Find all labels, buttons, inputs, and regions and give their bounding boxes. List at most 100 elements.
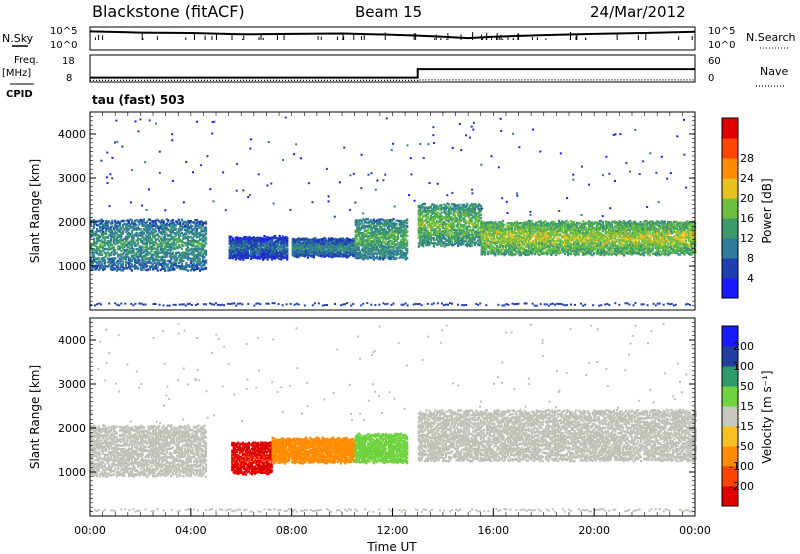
scatter-cell	[185, 264, 188, 267]
scatter-cell	[261, 243, 265, 246]
scatter-cell	[277, 245, 280, 249]
scatter-cell	[96, 264, 99, 267]
scatter-cell	[123, 255, 126, 258]
scatter-cell	[368, 247, 371, 251]
scatter-cell	[352, 239, 355, 242]
scatter-cell	[446, 216, 449, 219]
scatter-cell	[263, 241, 266, 244]
scatter-cell	[482, 241, 485, 245]
scatter-cell	[141, 245, 144, 248]
scatter-cell	[246, 250, 249, 253]
scatter-cell	[194, 224, 197, 227]
scatter-cell	[395, 236, 398, 240]
scatter-cell	[374, 220, 377, 223]
scatter-cell	[255, 243, 259, 246]
scatter-cell	[394, 252, 397, 256]
scatter-cell	[109, 225, 112, 229]
scatter-cell	[141, 263, 144, 267]
scatter-cell	[255, 241, 259, 244]
scatter-cell	[464, 214, 467, 218]
scatter-cell	[149, 268, 152, 271]
scatter-cell	[102, 244, 105, 247]
scatter-cell	[466, 233, 469, 236]
scatter-cell	[324, 250, 328, 253]
scatter-cell	[195, 255, 199, 258]
scatter-cell	[269, 238, 272, 242]
scatter-cell	[406, 244, 409, 247]
scatter-cell	[448, 220, 451, 223]
scatter-cell	[401, 236, 404, 240]
scatter-cell	[366, 239, 369, 242]
scatter-cell	[417, 236, 420, 239]
scatter-cell	[444, 237, 448, 241]
scatter-cell	[381, 218, 385, 222]
scatter-cell	[343, 238, 346, 242]
scatter-cell	[397, 232, 400, 236]
scatter-cell	[461, 225, 464, 228]
scatter-cell	[174, 220, 177, 223]
scatter-cell	[362, 231, 365, 235]
nsky-series-line	[89, 30, 696, 40]
scatter-cell	[115, 239, 118, 243]
scatter-cell	[466, 228, 469, 232]
scatter-cell	[139, 261, 143, 264]
scatter-cell	[277, 241, 280, 245]
scatter-cell	[503, 253, 506, 257]
scatter-cell	[130, 255, 133, 259]
scatter-cell	[111, 258, 114, 261]
scatter-cell	[340, 238, 343, 242]
scatter-cell	[389, 249, 392, 252]
scatter-cell	[147, 227, 150, 230]
scatter-cell	[441, 230, 445, 233]
scatter-cell	[473, 207, 476, 211]
scatter-cell	[266, 256, 269, 259]
scatter-cell	[173, 228, 176, 231]
scatter-cell	[406, 218, 409, 221]
scatter-cell	[294, 239, 297, 242]
scatter-cell	[472, 241, 475, 244]
scatter-cell	[343, 248, 346, 251]
scatter-cell	[451, 226, 454, 230]
scatter-cell	[257, 247, 260, 250]
scatter-cell	[233, 245, 236, 248]
scatter-cell	[263, 247, 266, 251]
scatter-cell	[340, 252, 343, 255]
scatter-cell	[179, 256, 182, 259]
scatter-cell	[449, 236, 452, 239]
scatter-cell	[118, 227, 121, 231]
scatter-cell	[283, 245, 286, 248]
scatter-cell	[497, 221, 500, 224]
scatter-cell	[189, 219, 192, 223]
scatter-cell	[234, 236, 237, 240]
scatter-cell	[360, 255, 363, 258]
scatter-cell	[201, 247, 205, 250]
scatter-cell	[443, 210, 446, 213]
scatter-cell	[473, 211, 476, 214]
scatter-cell	[448, 223, 451, 227]
scatter-cell	[173, 226, 176, 229]
scatter-cell	[486, 228, 489, 232]
scatter-cell	[132, 224, 135, 228]
scatter-cell	[168, 239, 171, 242]
scatter-cell	[195, 228, 199, 231]
scatter-cell	[97, 237, 100, 240]
scatter-cell	[161, 264, 164, 268]
scatter-cell	[354, 235, 357, 239]
scatter-cell	[473, 242, 476, 245]
scatter-cell	[115, 236, 118, 239]
scatter-cell	[397, 219, 400, 223]
scatter-cell	[372, 233, 375, 236]
scatter-cell	[126, 238, 129, 241]
scatter-cell	[425, 206, 428, 209]
scatter-cell	[240, 244, 243, 248]
scatter-cell	[129, 262, 132, 265]
scatter-cell	[475, 230, 478, 233]
scatter-cell	[156, 260, 159, 263]
scatter-cell	[161, 238, 164, 241]
scatter-cell	[494, 225, 497, 228]
scatter-cell	[429, 226, 432, 229]
scatter-cell	[475, 217, 478, 220]
scatter-cell	[452, 243, 455, 247]
scatter-cell	[162, 262, 165, 265]
scatter-cell	[383, 246, 386, 250]
